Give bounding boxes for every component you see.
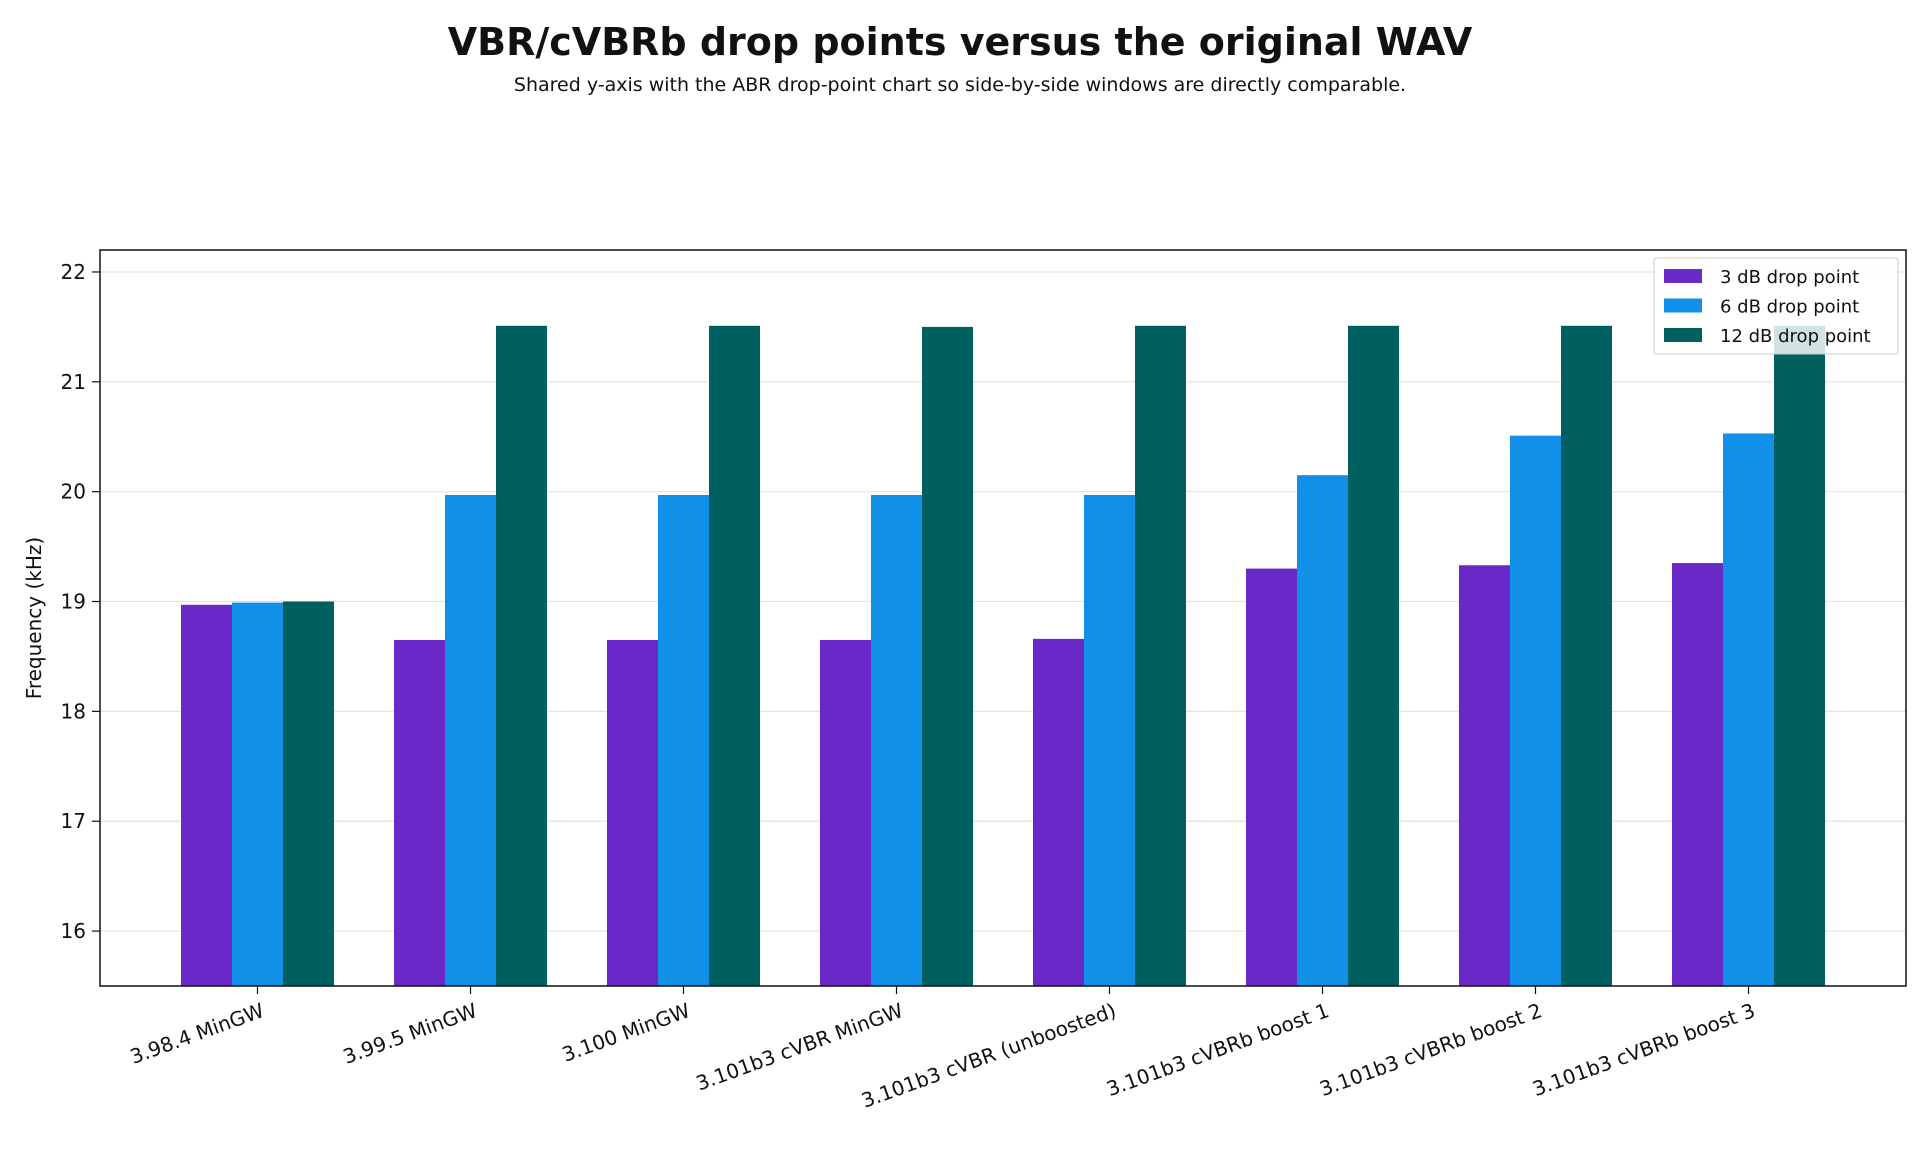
bar-3-3 [709, 325, 760, 987]
bar-3-2 [496, 325, 547, 987]
bar-1-7 [1459, 565, 1510, 986]
bar-2-4 [871, 494, 922, 986]
bar-3-4 [922, 326, 973, 986]
bar-2-5 [1084, 494, 1135, 986]
bar-3-8 [1774, 325, 1825, 987]
legend-label: 6 dB drop point [1720, 297, 1859, 318]
y-axis: 16 17 18 19 20 21 22 [61, 260, 100, 943]
x-tick-label: 3.98.4 MinGW [127, 998, 268, 1069]
bar-1-8 [1672, 563, 1723, 986]
x-tick-label: 3.100 MinGW [559, 998, 694, 1067]
bar-3-6 [1348, 325, 1399, 987]
x-tick-label: 3.101b3 cVBRb boost 1 [1103, 998, 1332, 1101]
legend: 3 dB drop point 6 dB drop point 12 dB drop… [1653, 257, 1899, 355]
plot-frame [99, 249, 1907, 987]
y-tick-label: 21 [61, 370, 86, 394]
x-tick-label: 3.99.5 MinGW [340, 998, 481, 1069]
bar-2-2 [445, 494, 496, 986]
bar-3-1 [283, 601, 334, 986]
bars [181, 325, 1825, 987]
bar-2-7 [1510, 435, 1561, 986]
bar-2-1 [232, 602, 283, 986]
grid-lines [100, 271, 1906, 932]
bar-1-5 [1033, 638, 1084, 986]
bar-1-1 [181, 604, 232, 986]
bar-1-2 [394, 639, 445, 986]
bar-1-3 [607, 639, 658, 986]
legend-label: 3 dB drop point [1720, 267, 1859, 288]
bar-3-5 [1135, 325, 1186, 987]
legend-box [1653, 257, 1899, 355]
x-tick-label: 3.101b3 cVBRb boost 3 [1529, 998, 1758, 1101]
y-tick-label: 19 [61, 590, 86, 614]
y-tick-label: 17 [61, 809, 86, 833]
chart-subtitle: Shared y-axis with the ABR drop-point ch… [513, 74, 1407, 96]
legend-swatch [1664, 269, 1702, 283]
x-tick-label: 3.101b3 cVBRb boost 2 [1316, 998, 1545, 1101]
legend-swatch [1664, 328, 1702, 342]
legend-swatch [1664, 298, 1702, 313]
bar-1-6 [1246, 568, 1297, 986]
y-tick-label: 22 [61, 260, 86, 284]
y-tick-label: 16 [61, 919, 86, 943]
chart-title: VBR/cVBRb drop points versus the origina… [447, 20, 1473, 64]
y-tick-label: 18 [61, 699, 86, 723]
bar-2-8 [1723, 433, 1774, 986]
x-axis: 3.98.4 MinGW 3.99.5 MinGW 3.100 MinGW 3.101… [127, 986, 1758, 1113]
y-tick-label: 20 [61, 480, 86, 504]
bar-1-4 [820, 639, 871, 986]
x-tick-label: 3.101b3 cVBR MinGW [693, 998, 907, 1095]
bar-2-6 [1297, 475, 1348, 986]
y-axis-label: Frequency (kHz) [22, 537, 46, 699]
bar-3-7 [1561, 325, 1612, 987]
bar-2-3 [658, 494, 709, 986]
legend-label: 12 dB drop point [1720, 326, 1871, 347]
